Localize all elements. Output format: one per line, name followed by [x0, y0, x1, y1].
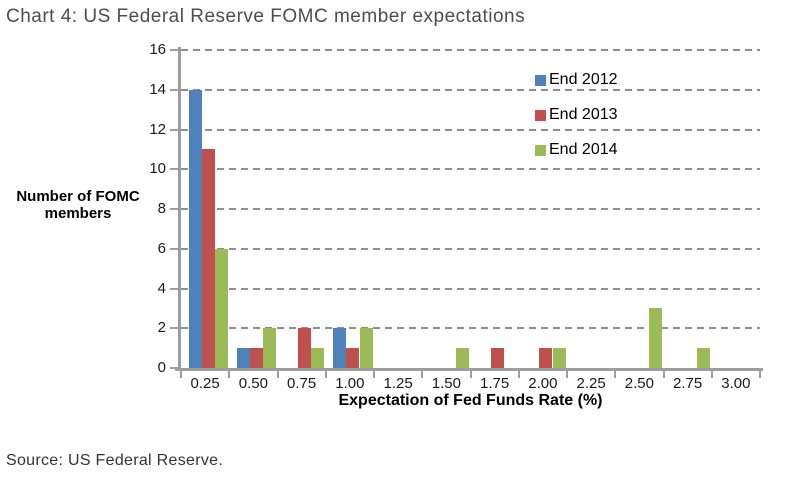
legend-label-end-2013: End 2013	[549, 106, 618, 123]
x-axis-title: Expectation of Fed Funds Rate (%)	[338, 392, 603, 409]
bar-end-2012-0.25	[188, 89, 202, 368]
gridline-y-6	[181, 247, 760, 250]
bar-end-2014-2.50	[649, 308, 663, 368]
y-tick-16	[170, 49, 180, 51]
y-tick-2	[170, 327, 180, 330]
x-tick-11	[710, 371, 713, 378]
x-tick-label-1.00: 1.00	[335, 375, 365, 392]
x-tick-4	[373, 371, 375, 378]
y-tick-label-12: 12	[149, 120, 166, 138]
y-axis-title: Number of FOMC members	[6, 188, 150, 222]
y-tick-8	[170, 208, 180, 210]
x-tick-label-3.00: 3.00	[721, 375, 751, 392]
x-tick-9	[614, 371, 617, 378]
y-tick-10	[170, 168, 180, 171]
legend-swatch-end-2013-icon	[535, 109, 546, 121]
x-tick-label-2.50: 2.50	[624, 375, 654, 392]
legend-swatch-end-2012-icon	[535, 74, 546, 86]
x-tick-12	[759, 371, 761, 378]
y-tick-0	[170, 367, 180, 369]
bar-end-2014-2.75	[697, 348, 711, 368]
bar-end-2012-0.50	[236, 348, 250, 368]
y-tick-14	[170, 88, 180, 91]
x-tick-label-0.50: 0.50	[238, 375, 268, 392]
bar-end-2013-1.00	[346, 348, 360, 368]
x-tick-label-0.75: 0.75	[287, 375, 317, 392]
chart-title: Chart 4: US Federal Reserve FOMC member …	[6, 6, 526, 27]
bar-end-2014-0.50	[263, 328, 277, 368]
bar-end-2014-0.75	[311, 348, 325, 368]
bar-end-2014-1.00	[359, 328, 373, 368]
y-tick-label-10: 10	[149, 160, 166, 178]
x-tick-label-1.25: 1.25	[383, 375, 413, 392]
bar-end-2012-1.00	[333, 328, 347, 368]
x-tick-3	[324, 371, 327, 378]
bar-end-2013-0.50	[249, 348, 263, 368]
bar-end-2013-0.75	[298, 328, 312, 368]
x-tick-10	[662, 371, 665, 378]
y-tick-4	[170, 287, 180, 290]
legend-item-end-2012: End 2012	[535, 70, 618, 90]
x-tick-label-1.50: 1.50	[431, 375, 461, 392]
x-tick-1	[228, 371, 231, 378]
x-tick-8	[566, 371, 568, 378]
gridline-y-4	[181, 287, 760, 290]
source-note: Source: US Federal Reserve.	[6, 452, 224, 469]
y-tick-label-14: 14	[149, 80, 166, 98]
legend-item-end-2013: End 2013	[535, 105, 618, 125]
legend-label-end-2014: End 2014	[549, 141, 618, 158]
x-tick-label-2.00: 2.00	[528, 375, 558, 392]
x-tick-0	[180, 371, 182, 378]
y-tick-label-4: 4	[157, 279, 166, 297]
x-tick-2	[276, 371, 279, 378]
gridline-y-2	[181, 327, 760, 330]
gridline-y-16	[181, 49, 760, 51]
gridline-y-8	[181, 208, 760, 210]
bar-end-2013-1.75	[491, 348, 505, 368]
legend-swatch-end-2014-icon	[535, 144, 546, 156]
y-tick-label-0: 0	[157, 359, 166, 376]
gridline-y-10	[181, 168, 760, 171]
y-tick-label-6: 6	[157, 239, 166, 257]
bar-end-2013-2.00	[539, 348, 553, 368]
gridline-y-14	[181, 88, 760, 91]
x-tick-label-2.75: 2.75	[673, 375, 703, 392]
x-axis-line	[175, 368, 763, 371]
bar-end-2014-1.50	[456, 348, 470, 368]
gridline-y-12	[181, 128, 760, 131]
y-tick-6	[170, 247, 180, 250]
bar-end-2013-0.25	[201, 149, 215, 368]
x-tick-label-1.75: 1.75	[480, 375, 510, 392]
y-tick-label-16: 16	[149, 41, 166, 58]
y-axis-title-line2: members	[44, 205, 112, 222]
x-tick-6	[469, 371, 472, 378]
y-tick-label-2: 2	[157, 319, 166, 337]
bar-end-2014-0.25	[214, 248, 228, 368]
legend-item-end-2014: End 2014	[535, 140, 618, 160]
x-tick-label-2.25: 2.25	[576, 375, 606, 392]
x-tick-label-0.25: 0.25	[190, 375, 220, 392]
y-tick-label-8: 8	[157, 200, 166, 217]
y-tick-12	[170, 128, 180, 131]
x-tick-5	[421, 371, 424, 378]
x-tick-7	[517, 371, 520, 378]
y-axis-title-line1: Number of FOMC	[16, 188, 140, 205]
chart-legend: End 2012 End 2013 End 2014	[535, 70, 618, 175]
bar-end-2014-2.00	[552, 348, 566, 368]
legend-label-end-2012: End 2012	[549, 71, 618, 88]
